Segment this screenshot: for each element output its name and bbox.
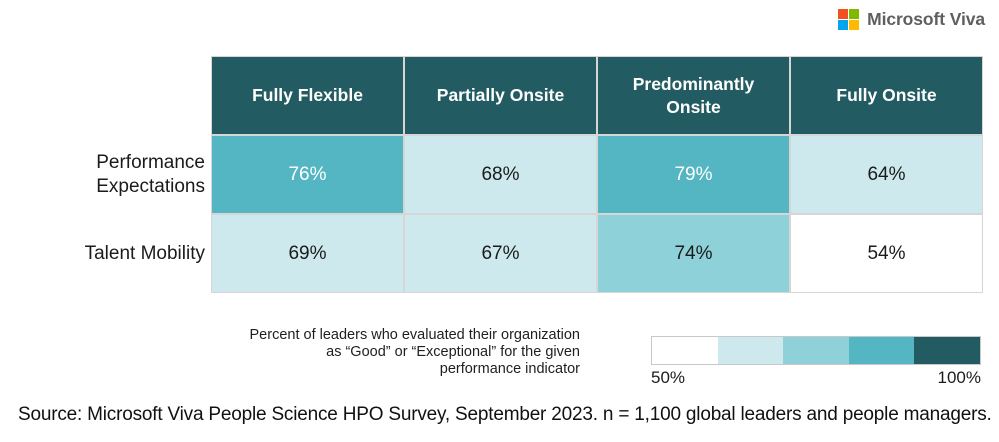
heatmap-cell: 54% — [791, 215, 982, 292]
microsoft-logo-icon — [838, 9, 860, 30]
column-header: Fully Flexible — [212, 57, 403, 134]
legend-min-label: 50% — [651, 368, 686, 387]
heatmap-cell: 68% — [405, 136, 596, 213]
heatmap-cell: 64% — [791, 136, 982, 213]
heatmap-cell: 79% — [598, 136, 789, 213]
legend-swatch — [783, 337, 849, 364]
row-label: Performance Expectations — [96, 151, 205, 197]
heatmap-table: Fully Flexible Partially Onsite Predominan… — [211, 56, 983, 293]
caption-line: Percent of leaders who evaluated their o… — [249, 327, 580, 343]
logo-square — [849, 20, 860, 30]
legend-color-strip — [651, 336, 981, 365]
color-legend: 50% 100% — [651, 336, 981, 388]
caption-line: performance indicator — [439, 361, 580, 377]
heatmap-cell: 67% — [405, 215, 596, 292]
legend-labels: 50% 100% — [651, 368, 981, 388]
legend-max-label: 100% — [937, 368, 981, 387]
legend-swatch — [652, 337, 718, 364]
row-labels: Performance Expectations Talent Mobility — [45, 135, 205, 293]
legend-swatch — [848, 337, 915, 364]
source-text: Source: Microsoft Viva People Science HP… — [18, 404, 992, 425]
heatmap-cell: 76% — [212, 136, 403, 213]
legend-swatch — [717, 337, 784, 364]
column-header: Partially Onsite — [405, 57, 596, 134]
logo-text: Microsoft Viva — [867, 9, 985, 29]
column-header: Predominantly Onsite — [598, 57, 789, 134]
heatmap-cell: 74% — [598, 215, 789, 292]
legend-swatch — [914, 337, 980, 364]
heatmap-cell: 69% — [212, 215, 403, 292]
logo-square — [838, 9, 849, 19]
caption-line: as “Good” or “Exceptional” for the given — [326, 344, 580, 360]
row-label: Talent Mobility — [84, 242, 205, 264]
microsoft-viva-logo: Microsoft Viva — [838, 9, 985, 30]
chart-caption: Percent of leaders who evaluated their o… — [220, 327, 580, 378]
logo-square — [849, 9, 860, 19]
column-header: Fully Onsite — [791, 57, 982, 134]
logo-square — [838, 20, 849, 30]
